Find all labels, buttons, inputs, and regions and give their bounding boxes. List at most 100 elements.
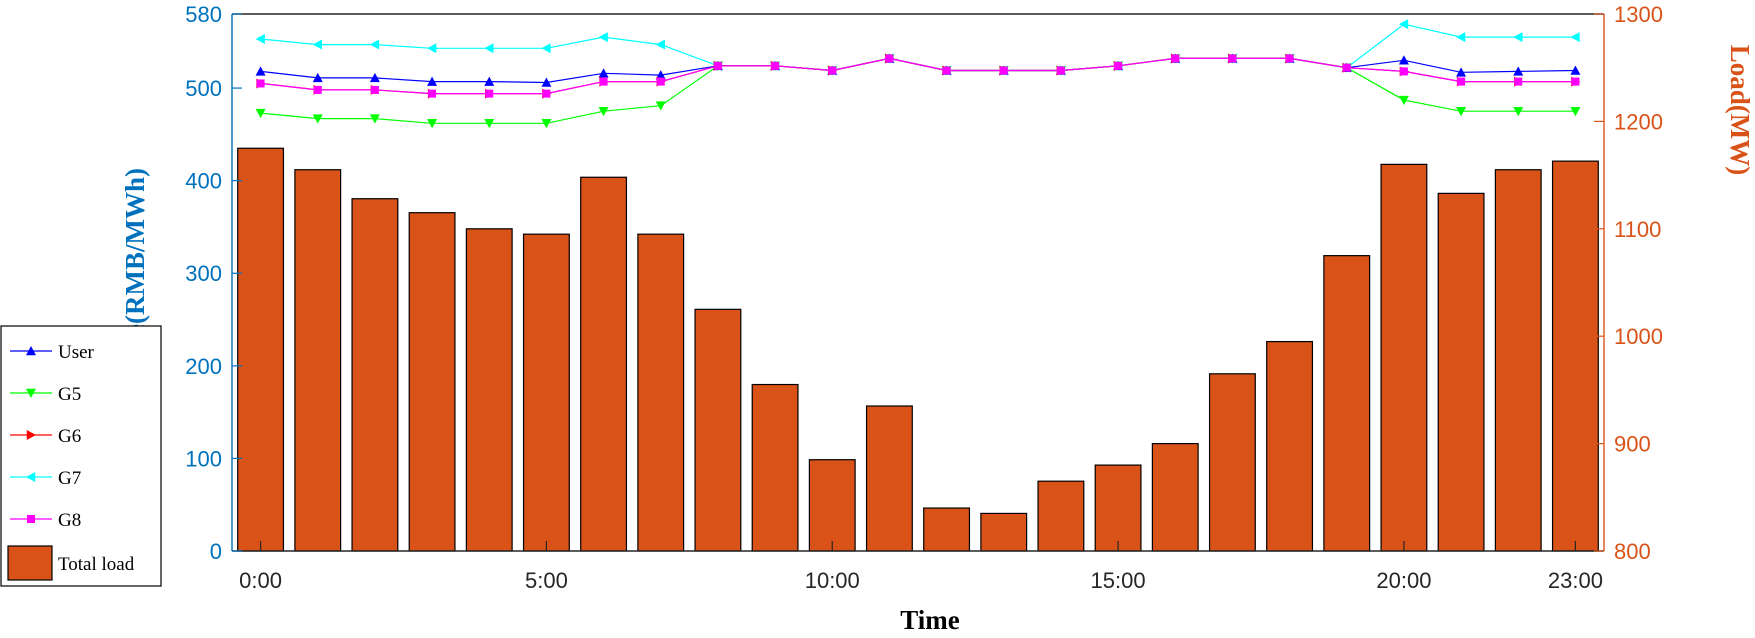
y-left-tick-label: 580 — [185, 2, 222, 27]
data-point — [655, 70, 666, 80]
data-point — [427, 76, 438, 86]
legend-label: Total load — [58, 554, 135, 575]
data-point — [312, 114, 323, 124]
data-point — [1513, 106, 1524, 117]
data-point — [1570, 32, 1580, 43]
legend-label: G8 — [58, 510, 81, 531]
data-point — [598, 106, 609, 117]
data-point — [313, 85, 322, 94]
series-line — [260, 57, 1576, 84]
legend-box — [0, 325, 162, 587]
data-point — [255, 66, 266, 76]
x-tick-label: 0:00 — [239, 568, 282, 593]
data-point — [541, 77, 552, 87]
y-left-tick-label: 300 — [185, 261, 222, 286]
y-right-tick-label: 1300 — [1614, 2, 1663, 27]
bar-total-load — [1151, 443, 1199, 552]
data-point — [1571, 77, 1580, 86]
bar-total-load — [1437, 192, 1485, 552]
data-point — [771, 61, 780, 70]
y-left-tick-label: 100 — [185, 446, 222, 471]
legend-marker — [26, 346, 36, 356]
legend-item-g8: G8 — [10, 510, 81, 531]
legend-marker — [27, 515, 35, 523]
data-point — [541, 43, 551, 54]
x-tick-label: 15:00 — [1091, 568, 1146, 593]
bar-total-load — [694, 308, 742, 552]
data-point — [1285, 54, 1294, 63]
x-tick-label: 23:00 — [1548, 568, 1603, 593]
bar-total-load — [580, 176, 628, 552]
legend-item-total-load: Total load — [7, 545, 135, 581]
bars-layer — [237, 147, 1599, 552]
data-point — [484, 43, 494, 54]
legend-marker — [26, 430, 36, 440]
data-point — [484, 119, 495, 129]
data-point — [1513, 66, 1524, 76]
y-left-tick-label: 500 — [185, 76, 222, 101]
series-g7 — [255, 19, 1580, 76]
data-point — [885, 54, 894, 63]
data-point — [1056, 66, 1065, 75]
data-point — [656, 77, 665, 86]
bar-total-load — [408, 212, 456, 552]
y-left-tick-label: 0 — [210, 539, 222, 564]
bar-total-load — [351, 198, 399, 552]
legend-label: G5 — [58, 384, 81, 405]
legend-label: G6 — [58, 426, 81, 447]
data-point — [369, 39, 380, 50]
bar-total-load — [980, 512, 1028, 552]
data-point — [1342, 63, 1351, 72]
data-point — [1456, 106, 1467, 117]
y-axis-right-title: Load(MW) — [1725, 45, 1755, 176]
data-point — [1398, 19, 1409, 30]
data-point — [1513, 32, 1523, 43]
legend-marker — [26, 472, 36, 482]
data-point — [1456, 32, 1466, 43]
data-point — [312, 72, 323, 83]
legend-item-user: User — [10, 342, 95, 363]
bar-total-load — [1494, 169, 1542, 552]
data-point — [598, 68, 609, 78]
bar-total-load — [923, 507, 971, 552]
bar-total-load — [808, 459, 856, 552]
data-point — [713, 61, 722, 70]
data-point — [655, 39, 665, 50]
bar-total-load — [1266, 340, 1314, 552]
series-g6 — [256, 53, 1581, 99]
axes-layer: 0 100 200 300 400 500 580 800 900 1000 1100 1200 130… — [185, 2, 1663, 593]
data-point — [255, 108, 266, 119]
bar-total-load — [465, 228, 513, 552]
data-point — [1228, 54, 1237, 63]
bar-total-load — [1094, 464, 1142, 552]
bar-total-load — [294, 169, 342, 552]
series-g8 — [256, 54, 1580, 98]
bar-total-load — [522, 233, 570, 552]
y-right-tick-label: 1100 — [1614, 217, 1661, 242]
legend-label: G7 — [58, 468, 81, 489]
data-point — [1457, 77, 1466, 86]
data-point — [1114, 61, 1123, 70]
data-point — [828, 66, 837, 75]
series-line — [260, 57, 1576, 124]
data-point — [369, 114, 380, 124]
data-point — [942, 66, 951, 75]
data-point — [312, 39, 322, 50]
y-right-tick-label: 800 — [1614, 539, 1651, 564]
data-point — [541, 119, 552, 129]
data-point — [999, 66, 1008, 75]
data-point — [1570, 65, 1581, 75]
x-tick-label: 10:00 — [805, 568, 860, 593]
bar-total-load — [637, 233, 685, 552]
data-point — [428, 89, 437, 98]
data-point — [1398, 55, 1409, 65]
legend: User G5 G6 G7 G8 Total load — [0, 325, 162, 587]
data-point — [655, 101, 666, 111]
data-point — [370, 85, 379, 94]
series-g5 — [255, 54, 1581, 129]
data-point — [1456, 67, 1467, 77]
x-tick-label: 20:00 — [1376, 568, 1431, 593]
legend-item-g6: G6 — [10, 426, 81, 447]
data-point — [369, 72, 380, 83]
bar-total-load — [237, 147, 285, 552]
